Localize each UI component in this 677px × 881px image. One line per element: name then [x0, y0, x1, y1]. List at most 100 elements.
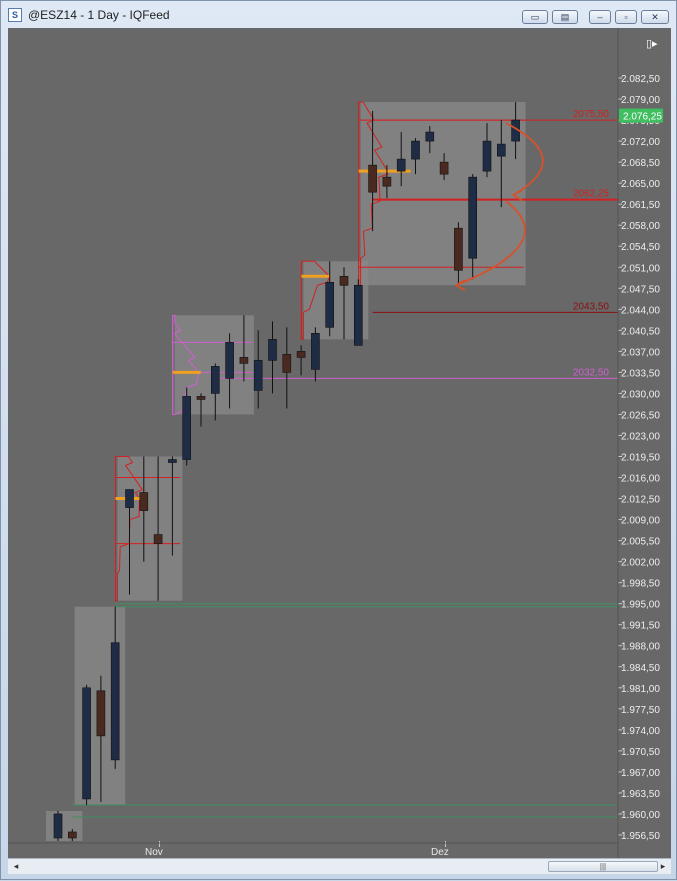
restore-icon: ▫ — [624, 12, 628, 22]
y-tick-label: 2.040,50 — [621, 326, 660, 337]
y-tick-label: 1.974,00 — [621, 726, 660, 737]
y-tick-label: 2.079,00 — [621, 95, 660, 106]
y-tick-label: 2.058,00 — [621, 221, 660, 232]
candle-body — [496, 143, 506, 157]
y-tick-label: 1.998,50 — [621, 579, 660, 590]
level-label: 2062,25 — [573, 189, 610, 200]
window-title: @ESZ14 - 1 Day - IQFeed — [28, 8, 170, 22]
candle-body — [482, 140, 492, 172]
volume-profile — [358, 101, 389, 286]
y-tick-label: 2.016,00 — [621, 474, 660, 485]
candle-body — [368, 164, 377, 193]
candle-body — [110, 642, 120, 761]
scroll-thumb[interactable]: ||| — [548, 861, 658, 872]
x-label-dez: Dez — [431, 847, 449, 858]
candle-body — [139, 492, 149, 511]
y-tick-label: 1.984,50 — [621, 663, 660, 674]
y-tick-label: 2.019,50 — [621, 453, 660, 464]
arrow-head — [512, 189, 523, 201]
close-icon: ✕ — [651, 12, 659, 22]
horizontal-scrollbar[interactable]: ◂ ||| ▸ — [8, 858, 671, 874]
y-tick-label: 1.981,00 — [621, 684, 660, 695]
y-tick-label: 2.054,50 — [621, 242, 660, 253]
layout-button[interactable]: ▤ — [552, 10, 578, 24]
scroll-left-icon[interactable]: ◂ — [13, 861, 19, 871]
level-label: 2075,50 — [573, 109, 610, 120]
candle-body — [296, 351, 306, 358]
candle-body — [196, 396, 206, 400]
y-tick-label: 2.009,00 — [621, 516, 660, 527]
candle-body — [396, 158, 406, 172]
title-bar[interactable]: S @ESZ14 - 1 Day - IQFeed ▭ ▤ ‒ ▫ ✕ — [1, 1, 676, 28]
last-price-label: 2.076,25 — [623, 112, 662, 123]
candle-body — [339, 275, 349, 286]
annotation-arrow — [455, 200, 526, 287]
y-tick-label: 1.967,00 — [621, 768, 660, 779]
y-tick-label: 2.030,00 — [621, 389, 660, 400]
minimize-button[interactable]: ‒ — [589, 10, 611, 24]
y-tick-label: 2.082,50 — [621, 74, 660, 85]
restore-button[interactable]: ▫ — [615, 10, 637, 24]
y-tick-label: 2.012,50 — [621, 495, 660, 506]
candle-body — [68, 831, 77, 839]
candle-body — [468, 176, 478, 259]
layout-icon: ▤ — [560, 12, 570, 22]
candle-body — [382, 176, 392, 187]
candle-body — [82, 687, 91, 800]
profile-box — [360, 102, 526, 286]
candle-body — [211, 366, 220, 394]
candle-body — [253, 360, 263, 391]
y-tick-label: 2.033,50 — [621, 368, 660, 379]
candle-body — [425, 131, 435, 142]
last-price-tag — [619, 108, 663, 123]
annotation-arrow — [505, 122, 544, 196]
y-tick-label: 1.960,00 — [621, 810, 660, 821]
app-icon: S — [8, 8, 22, 22]
scroll-right-icon[interactable]: ▸ — [660, 861, 666, 871]
dock-icon: ▭ — [530, 12, 540, 22]
y-tick-label: 2.023,00 — [621, 431, 660, 442]
y-tick-label: 1.970,50 — [621, 747, 660, 758]
y-tick-label: 1.963,50 — [621, 789, 660, 800]
y-tick-label: 1.995,00 — [621, 600, 660, 611]
y-tick-label: 2.044,00 — [621, 305, 660, 316]
candle-body — [282, 354, 292, 373]
candle-body — [311, 333, 320, 370]
y-tick-label: 2.005,50 — [621, 537, 660, 548]
candle-body — [96, 690, 106, 737]
profile-box — [117, 456, 183, 601]
y-tick-label: 2.002,00 — [621, 558, 660, 569]
candle-body — [125, 489, 134, 508]
y-tick-label: 2.051,00 — [621, 263, 660, 274]
candle-body — [53, 813, 63, 839]
candle-body — [168, 459, 177, 463]
y-tick-label: 1.991,50 — [621, 621, 660, 632]
level-label: 2032,50 — [573, 367, 610, 378]
y-tick-label: 1.956,50 — [621, 831, 660, 842]
x-label-nov: Nov — [145, 847, 163, 858]
y-tick-label: 2.026,50 — [621, 410, 660, 421]
profile-box — [46, 810, 83, 841]
y-tick-label: 2.037,00 — [621, 347, 660, 358]
close-button[interactable]: ✕ — [641, 10, 669, 24]
axis-menu-icon: ▯▸ — [646, 38, 658, 50]
dock-button[interactable]: ▭ — [522, 10, 548, 24]
candle-body — [182, 396, 191, 460]
candle-body — [411, 140, 420, 160]
y-tick-label: 1.988,00 — [621, 642, 660, 653]
y-tick-label: 2.061,50 — [621, 200, 660, 211]
candle-body — [268, 339, 277, 361]
candle-body — [239, 357, 249, 364]
candle-body — [225, 342, 234, 379]
volume-profile — [300, 260, 330, 340]
y-tick-label: 2.068,50 — [621, 158, 660, 169]
y-tick-label: 2.072,00 — [621, 137, 660, 148]
arrow-head — [455, 279, 466, 292]
y-tick-label: 1.977,50 — [621, 705, 660, 716]
candle-body — [454, 227, 463, 271]
y-tick-label: 2.047,50 — [621, 284, 660, 295]
candle-body — [325, 281, 335, 328]
candle-body — [153, 534, 163, 544]
